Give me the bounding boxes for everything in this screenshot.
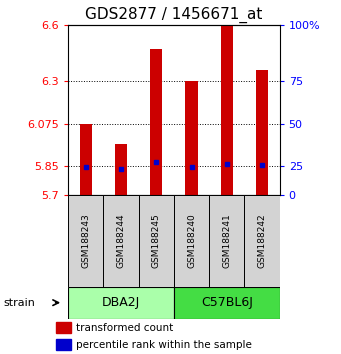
Bar <box>139 195 174 287</box>
Bar <box>103 195 139 287</box>
Bar <box>209 195 244 287</box>
Text: GSM188243: GSM188243 <box>81 213 90 268</box>
Bar <box>221 25 233 195</box>
Text: GSM188245: GSM188245 <box>152 213 161 268</box>
Bar <box>244 195 280 287</box>
Bar <box>68 287 174 319</box>
Text: GSM188242: GSM188242 <box>257 213 267 268</box>
Bar <box>56 322 71 333</box>
Bar <box>174 195 209 287</box>
Bar <box>150 49 162 195</box>
Bar <box>80 124 92 195</box>
Text: percentile rank within the sample: percentile rank within the sample <box>76 340 252 350</box>
Title: GDS2877 / 1456671_at: GDS2877 / 1456671_at <box>85 7 263 23</box>
Bar <box>115 144 127 195</box>
Bar <box>256 70 268 195</box>
Bar <box>68 195 103 287</box>
Text: GSM188241: GSM188241 <box>222 213 231 268</box>
Text: transformed count: transformed count <box>76 323 173 333</box>
Text: C57BL6J: C57BL6J <box>201 296 253 309</box>
Bar <box>186 81 198 195</box>
Text: strain: strain <box>3 298 35 308</box>
Bar <box>174 287 280 319</box>
Text: DBA2J: DBA2J <box>102 296 140 309</box>
Bar <box>56 339 71 350</box>
Text: GSM188240: GSM188240 <box>187 213 196 268</box>
Text: GSM188244: GSM188244 <box>117 213 125 268</box>
